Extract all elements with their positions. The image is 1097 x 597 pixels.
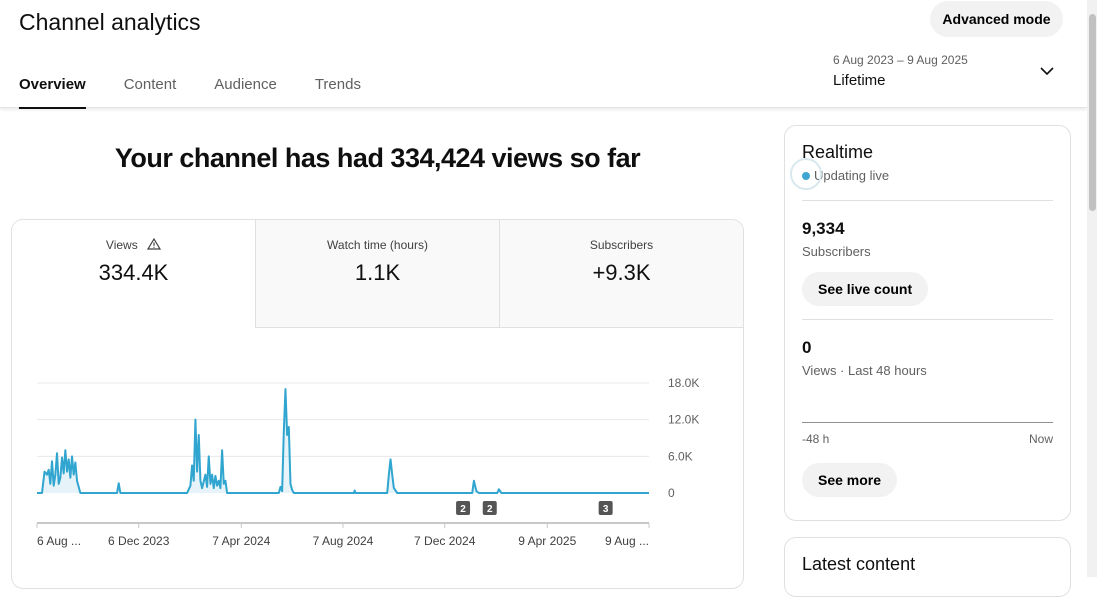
x-tick-label: 6 Aug ... <box>37 534 81 548</box>
latest-content-card: Latest content <box>784 537 1071 597</box>
page-title: Channel analytics <box>19 9 201 35</box>
y-tick-label: 18.0K <box>668 376 699 390</box>
divider <box>802 200 1053 201</box>
page-header: Channel analytics Advanced mode Overview… <box>0 0 1087 109</box>
annotation-marker-label: 2 <box>460 504 466 515</box>
metric-label: Watch time (hours) <box>327 238 428 252</box>
realtime-chart-baseline <box>802 422 1053 423</box>
scrollbar-track[interactable] <box>1087 0 1097 577</box>
scrollbar-thumb[interactable] <box>1089 14 1096 211</box>
metric-label: Subscribers <box>589 238 654 252</box>
y-tick-label: 12.0K <box>668 413 699 427</box>
x-tick-label: 7 Apr 2024 <box>212 534 270 548</box>
views-label: Views · Last 48 hours <box>802 363 927 378</box>
tab-overview[interactable]: Overview <box>19 76 86 109</box>
latest-content-title: Latest content <box>802 554 916 574</box>
overview-chart-card: Views 334.4K Watch time (hours) 1.1K Sub… <box>11 219 744 589</box>
annotation-marker <box>598 501 613 515</box>
y-tick-label: 0 <box>668 486 675 500</box>
live-status: Updating live <box>814 168 890 183</box>
series-line-views <box>37 388 649 494</box>
metric-value: 1.1K <box>354 260 401 285</box>
advanced-mode-button[interactable]: Advanced mode <box>930 1 1063 37</box>
x-tick-label: 9 Apr 2025 <box>518 534 576 548</box>
see-live-count-button[interactable]: See live count <box>802 272 929 306</box>
x-tick-label: 7 Aug 2024 <box>313 534 374 548</box>
y-tick-label: 6.0K <box>668 449 693 463</box>
views-headline: Your channel has had 334,424 views so fa… <box>114 143 641 173</box>
realtime-card: Realtime Updating live 9,334 Subscribers… <box>784 125 1071 521</box>
tab-audience[interactable]: Audience <box>214 76 277 93</box>
annotation-marker <box>456 501 471 515</box>
warning-icon <box>147 237 162 250</box>
live-pulse-ring <box>790 158 822 190</box>
realtime-axis-end: Now <box>1028 432 1053 446</box>
metric-value: 334.4K <box>98 260 169 285</box>
x-tick-label: 6 Dec 2023 <box>108 534 170 548</box>
chevron-down-icon[interactable] <box>1040 66 1054 76</box>
realtime-axis-start: -48 h <box>802 432 830 446</box>
metric-label: Views <box>105 238 138 252</box>
subscriber-count: 9,334 <box>802 219 845 238</box>
series-area <box>37 389 649 493</box>
views-line-chart: 18.0K 12.0K 6.0K 0 2 2 3 6 Aug ... 6 Dec 2023 7 A… <box>36 376 699 548</box>
metric-subscribers[interactable]: Subscribers +9.3K <box>499 220 743 328</box>
tab-content[interactable]: Content <box>123 76 177 93</box>
see-more-button[interactable]: See more <box>802 463 898 497</box>
divider <box>802 319 1053 320</box>
metric-value: +9.3K <box>592 260 651 285</box>
tab-bar: Overview Content Audience Trends <box>19 76 399 109</box>
x-tick-label: 7 Dec 2024 <box>414 534 476 548</box>
realtime-title: Realtime <box>802 142 874 162</box>
views-count: 0 <box>802 338 812 357</box>
date-range-picker[interactable]: 6 Aug 2023 – 9 Aug 2025 Lifetime <box>833 53 968 89</box>
metric-views[interactable]: Views 334.4K <box>12 220 255 328</box>
subscriber-label: Subscribers <box>802 244 871 259</box>
x-tick-label: 9 Aug ... <box>605 534 649 548</box>
tab-trends[interactable]: Trends <box>314 76 361 93</box>
date-range: 6 Aug 2023 – 9 Aug 2025 <box>833 53 968 67</box>
annotation-marker-label: 2 <box>487 504 493 515</box>
metric-watch-time[interactable]: Watch time (hours) 1.1K <box>255 220 499 328</box>
annotation-marker <box>482 501 497 515</box>
annotation-marker-label: 3 <box>603 504 609 515</box>
date-period: Lifetime <box>833 72 886 89</box>
